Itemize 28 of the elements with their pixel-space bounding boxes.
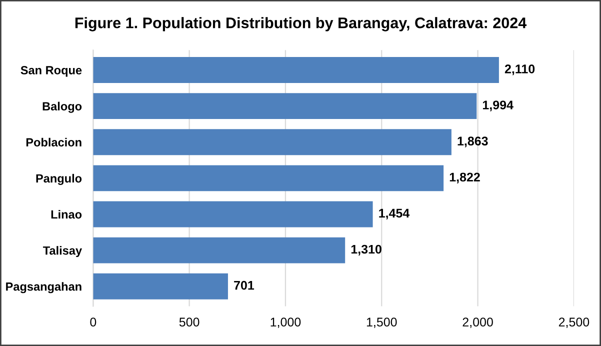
data-label: 701 — [234, 280, 254, 290]
y-tick-label: Pangulo — [36, 174, 82, 185]
bar — [93, 237, 346, 264]
data-label: 1,822 — [450, 172, 480, 184]
y-tick-label: San Roque — [20, 66, 82, 77]
chart-title: Figure 1. Population Distribution by Barangay, Calatrava: 2024 — [75, 17, 527, 32]
x-tick-label: 1,500 — [366, 318, 397, 328]
bar — [93, 129, 452, 156]
y-tick-label: Linao — [51, 210, 82, 219]
y-tick-label: Poblacion — [26, 138, 82, 147]
data-label: 1,863 — [458, 136, 488, 148]
bar — [93, 93, 477, 120]
x-tick-label: 2,500 — [558, 318, 590, 328]
y-tick-label: Pagsangahan — [6, 282, 82, 294]
bar — [93, 57, 499, 83]
x-tick-label: 2,000 — [462, 318, 493, 328]
data-label: 1,994 — [482, 100, 514, 112]
bar — [93, 273, 228, 300]
y-tick-label: Talisay — [43, 246, 82, 258]
data-label: 1,310 — [351, 244, 382, 256]
data-label: 2,110 — [504, 64, 535, 76]
y-tick-label: Balogo — [42, 102, 82, 113]
bar — [93, 201, 373, 228]
x-tick-label: 500 — [179, 318, 200, 327]
x-tick-label: 1,000 — [270, 318, 301, 328]
bar — [93, 165, 444, 192]
x-tick-label: 0 — [90, 318, 96, 327]
data-label: 1,454 — [379, 208, 410, 220]
